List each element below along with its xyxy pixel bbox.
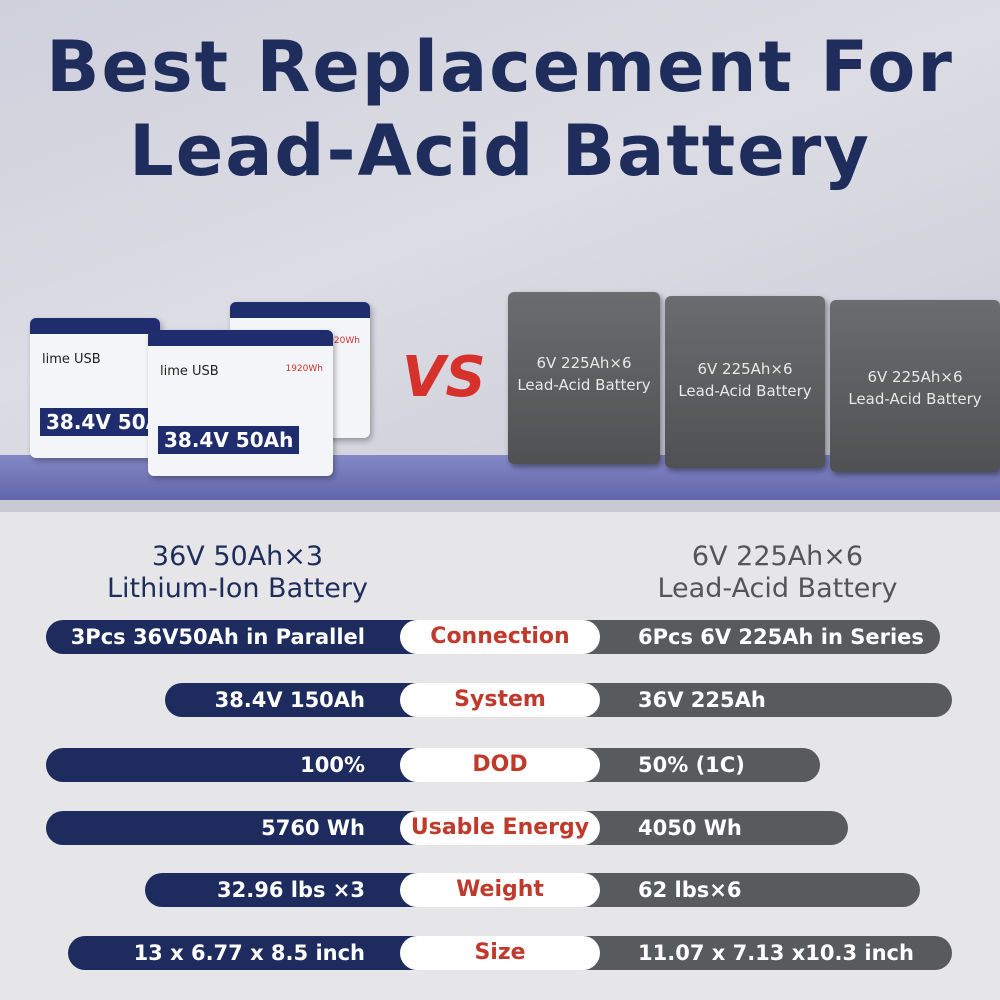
column-header: 36V 50Ah×3 Lithium-Ion Battery — [60, 541, 415, 605]
battery-label: 38.4V 50Ah — [40, 408, 160, 436]
column-header: 6V 225Ah×6 Lead-Acid Battery — [600, 541, 955, 605]
lead-battery: 6V 225Ah×6 Lead-Acid Battery — [508, 292, 660, 464]
row-label: Weight — [400, 873, 600, 907]
lead-label: 6V 225Ah×6 — [867, 368, 963, 386]
left-value: 32.96 lbs ×3 — [217, 878, 365, 902]
energy: 1920Wh — [285, 364, 323, 374]
column-line: 6V 225Ah×6 — [691, 541, 864, 572]
battery: lime USB 38.4V 50Ah — [30, 318, 160, 458]
battery-label: 38.4V 50Ah — [158, 426, 300, 454]
column-line: Lithium-Ion Battery — [106, 573, 368, 604]
lead-label: Lead-Acid Battery — [678, 382, 812, 400]
row-label: System — [400, 683, 600, 717]
row-label: DOD — [400, 748, 600, 782]
lead-battery: 6V 225Ah×6 Lead-Acid Battery — [665, 296, 825, 468]
title: Best Replacement For — [46, 26, 954, 108]
vs: VS — [402, 345, 486, 410]
energy: 1920Wh — [322, 336, 360, 346]
left-value: 5760 Wh — [261, 816, 365, 840]
column-line: Lead-Acid Battery — [657, 573, 898, 604]
lead-label: 6V 225Ah×6 — [536, 354, 632, 372]
row-label: Usable Energy — [400, 811, 600, 845]
shelf-edge — [0, 500, 1000, 512]
brand: lime USB — [42, 352, 101, 367]
right-value: 62 lbs×6 — [638, 878, 742, 902]
lead-label: Lead-Acid Battery — [517, 376, 651, 394]
lead-label: Lead-Acid Battery — [848, 390, 982, 408]
column-line: 36V 50Ah×3 — [151, 541, 324, 572]
left-value: 100% — [300, 753, 365, 777]
left-value: 3Pcs 36V50Ah in Parallel — [70, 625, 365, 649]
left-value: 13 x 6.77 x 8.5 inch — [133, 941, 365, 965]
lead-label: 6V 225Ah×6 — [697, 360, 793, 378]
right-value: 6Pcs 6V 225Ah in Series — [638, 625, 924, 649]
brand: lime USB — [160, 364, 219, 379]
title: Lead-Acid Battery — [129, 110, 871, 192]
right-value: 50% (1C) — [638, 753, 745, 777]
lead-battery: 6V 225Ah×6 Lead-Acid Battery — [830, 300, 1000, 472]
right-value: 36V 225Ah — [638, 688, 766, 712]
right-value: 11.07 x 7.13 x10.3 inch — [638, 941, 914, 965]
battery: lime USB 1920Wh 38.4V 50Ah — [148, 330, 333, 476]
right-value: 4050 Wh — [638, 816, 742, 840]
row-label: Size — [400, 936, 600, 970]
left-value: 38.4V 150Ah — [214, 688, 365, 712]
row-label: Connection — [400, 620, 600, 654]
